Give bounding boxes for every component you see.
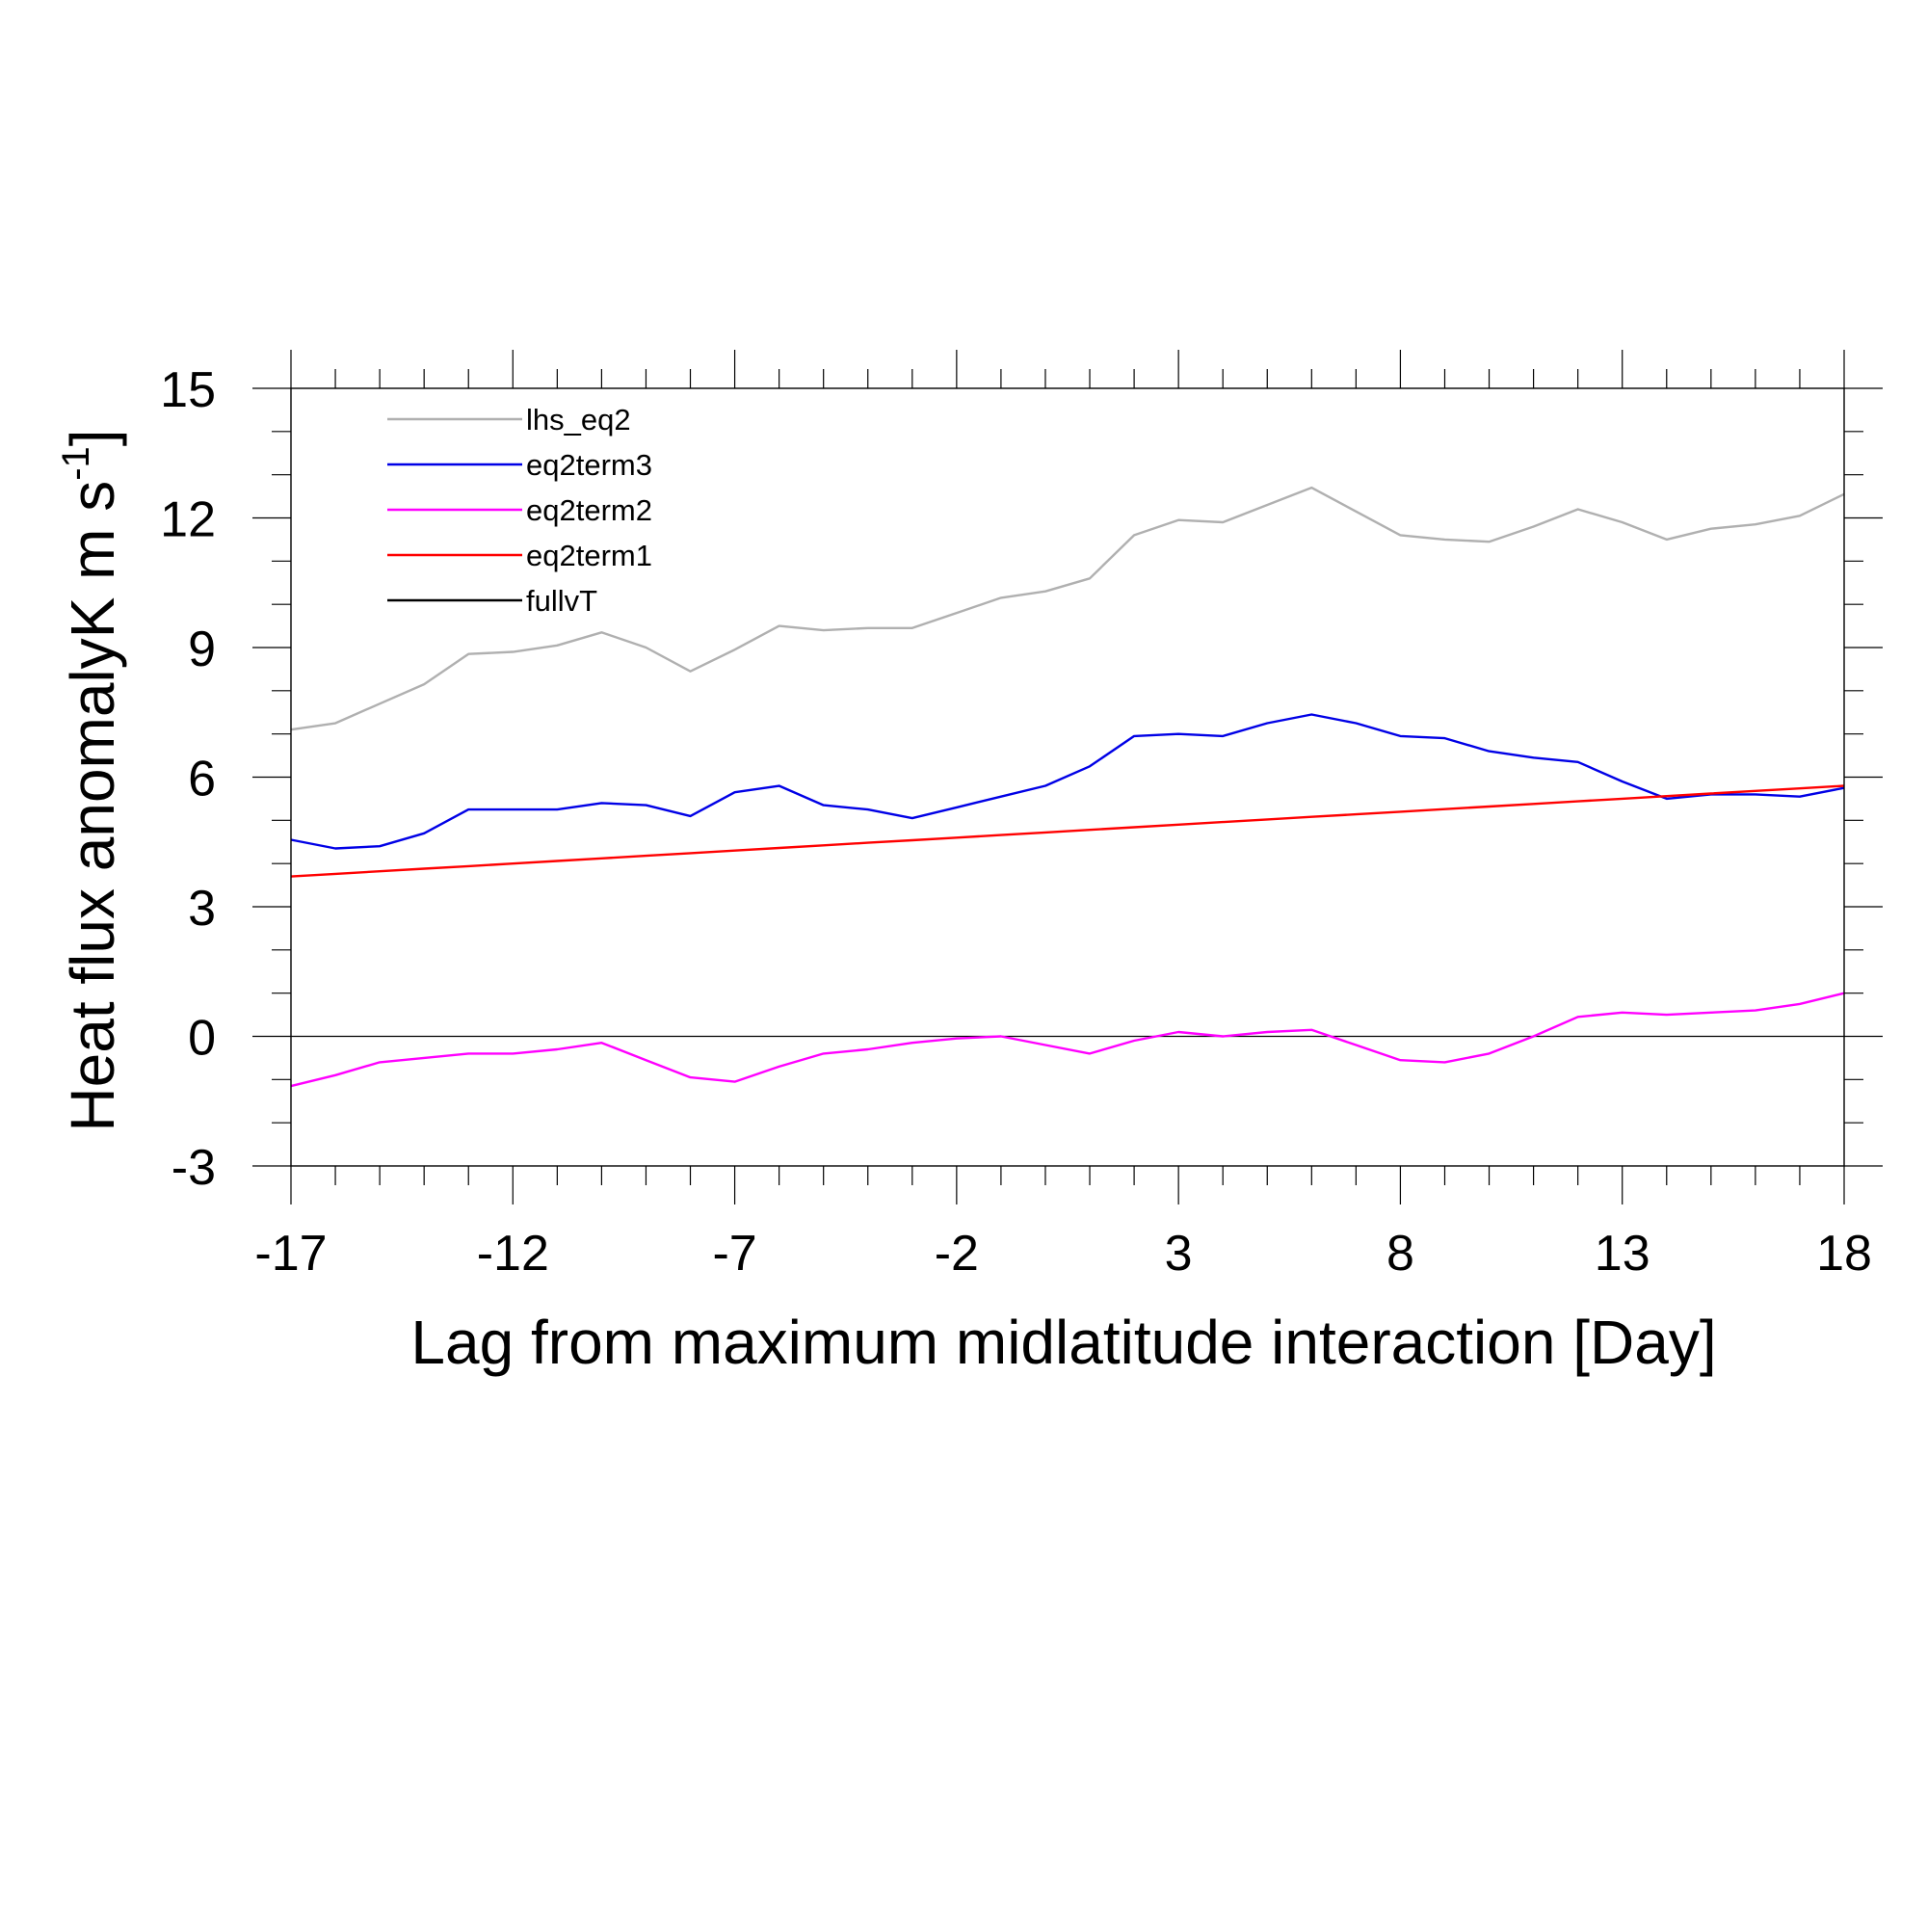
x-tick-labels: -17 -12 -7 -2 3 8 13 18: [254, 1226, 1872, 1282]
y-tick-label: 6: [188, 752, 216, 807]
y-tick-label: 9: [188, 622, 216, 677]
y-tick-labels: -3 0 3 6 9 12 15: [160, 362, 216, 1196]
tick-marks: [252, 350, 1883, 1204]
series-line-lhs-eq2: [290, 486, 1845, 731]
y-tick-label: 3: [188, 881, 216, 937]
y-tick-label: 0: [188, 1011, 216, 1067]
legend-label-fullvt: fullvT: [526, 584, 597, 618]
x-tick-label: -7: [712, 1226, 756, 1282]
y-tick-label: 15: [160, 362, 216, 418]
y-axis-label-suffix: ]: [58, 429, 127, 446]
y-axis-label-main: Heat flux anomalyK m s: [58, 481, 127, 1132]
legend-label-eq2term3: eq2term3: [526, 448, 652, 482]
plot-border: [290, 387, 1845, 1167]
legend-label-eq2term2: eq2term2: [526, 493, 652, 527]
legend-label-eq2term1: eq2term1: [526, 539, 652, 572]
x-tick-label: -17: [254, 1226, 327, 1282]
series-lines: [290, 486, 1845, 1088]
series-line-eq2term1: [290, 784, 1845, 878]
legend-label-lhs-eq2: lhs_eq2: [526, 403, 631, 437]
x-tick-label: -2: [935, 1226, 979, 1282]
plot-frame: [290, 387, 1845, 1167]
x-tick-label: 18: [1816, 1226, 1872, 1282]
x-tick-label: 13: [1595, 1226, 1650, 1282]
y-axis-label-superscript: -1: [55, 446, 97, 481]
x-tick-label: -12: [477, 1226, 549, 1282]
x-axis-label: Lag from maximum midlatitude interaction…: [410, 1308, 1716, 1377]
legend: lhs_eq2 eq2term3 eq2term2 eq2term1 fullvT: [387, 403, 652, 618]
y-tick-label: 12: [160, 492, 216, 548]
x-tick-label: 3: [1165, 1226, 1193, 1282]
y-axis-label: Heat flux anomalyK m s-1]: [55, 429, 127, 1131]
y-tick-label: -3: [172, 1140, 216, 1196]
series-line-eq2term2: [290, 992, 1845, 1088]
x-tick-label: 8: [1386, 1226, 1414, 1282]
series-line-eq2term3: [290, 713, 1845, 850]
